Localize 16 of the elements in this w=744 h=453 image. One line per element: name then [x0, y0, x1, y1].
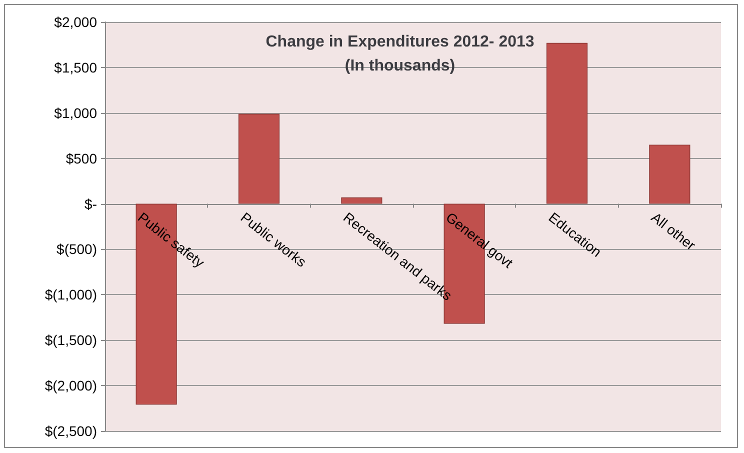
y-tick-label: $-: [84, 196, 98, 212]
y-tick-label: $(500): [56, 241, 97, 258]
y-tick-label: $1,000: [54, 104, 98, 121]
y-tick-label: $(1,500): [44, 332, 97, 348]
y-tick-label: $1,500: [54, 59, 98, 76]
y-tick-label: $2,000: [54, 14, 98, 30]
text: Change in Expenditures 2012- 2013 (In thousands): [266, 34, 534, 74]
bar: [546, 42, 588, 204]
y-tick-label: $(2,000): [44, 378, 97, 394]
y-tick-label: $500: [66, 150, 98, 166]
y-tick-label: $(1,000): [44, 286, 97, 303]
bar: [649, 144, 690, 204]
x-tick-label: All other: [648, 208, 700, 254]
bar: [341, 197, 382, 204]
y-tick-label: $(2,500): [44, 423, 97, 439]
bar: [238, 114, 280, 204]
